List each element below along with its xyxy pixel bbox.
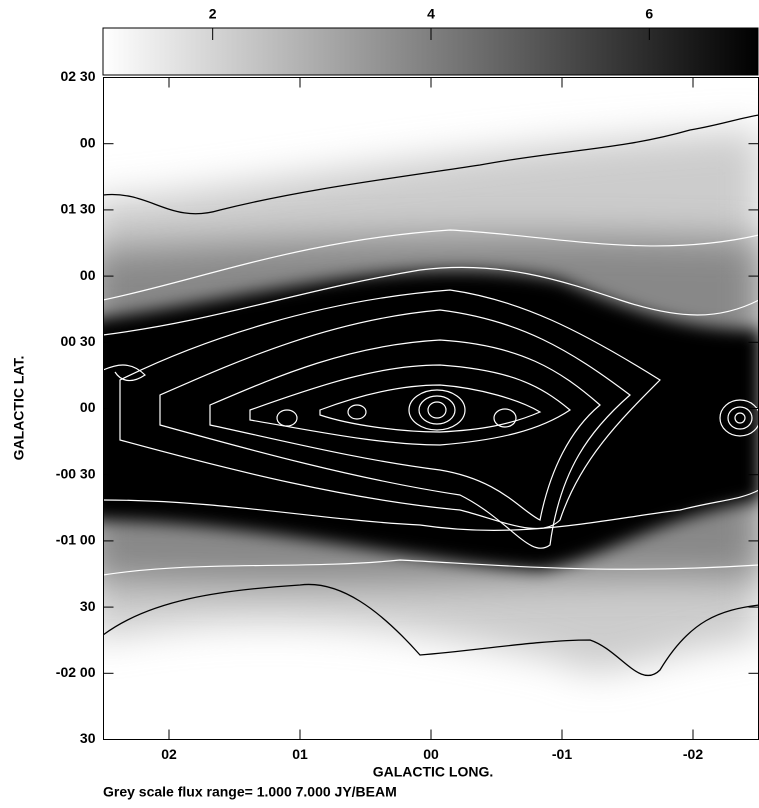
y-axis-label: GALACTIC LAT. [11, 356, 27, 461]
y-tick-label: 00 [80, 399, 96, 415]
x-axis-label: GALACTIC LONG. [373, 764, 494, 780]
map-image [103, 77, 759, 740]
x-tick-label: 01 [292, 746, 308, 762]
y-tick-label: 30 [80, 598, 96, 614]
y-tick-label: -02 00 [56, 664, 96, 680]
caption: Grey scale flux range= 1.000 7.000 JY/BE… [103, 784, 397, 800]
colorbar-tick-label: 4 [427, 6, 435, 22]
y-tick-label: -01 00 [56, 532, 96, 548]
y-tick-label: 00 30 [60, 333, 95, 349]
y-tick-label: -00 30 [56, 465, 96, 481]
x-tick-label: -02 [683, 746, 703, 762]
y-tick-label: 02 30 [60, 68, 95, 84]
colorbar-tick-label: 6 [645, 6, 653, 22]
x-tick-label: 00 [423, 746, 439, 762]
colorbar-tick-label: 2 [209, 6, 217, 22]
y-tick-label: 01 30 [60, 201, 95, 217]
x-tick-label: -01 [552, 746, 572, 762]
y-tick-label: 00 [80, 134, 96, 150]
y-tick-label: 00 [80, 267, 96, 283]
x-tick-label: 02 [161, 746, 177, 762]
y-tick-label: 30 [80, 730, 96, 746]
